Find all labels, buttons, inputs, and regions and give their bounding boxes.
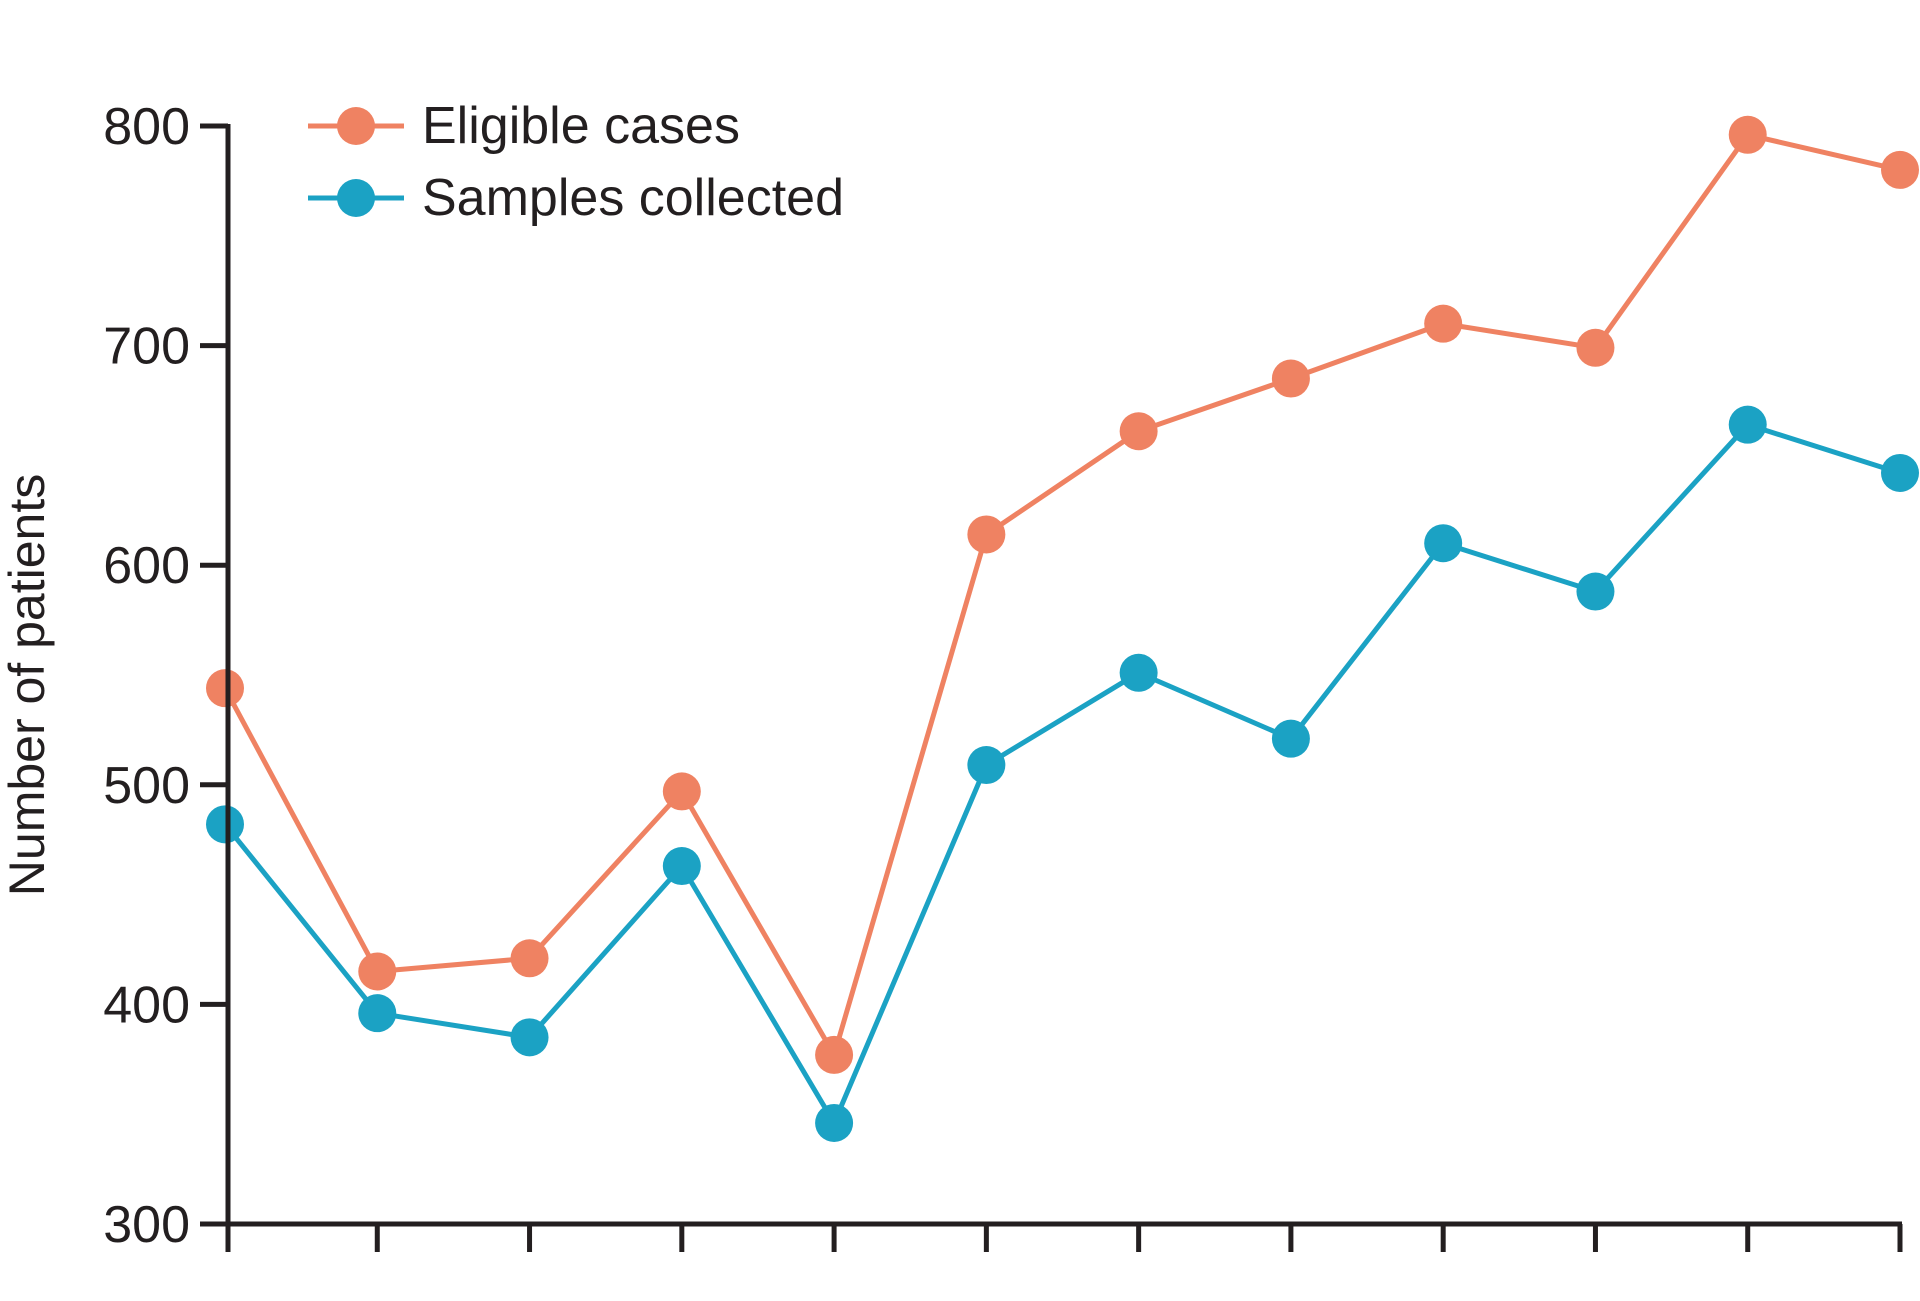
data-point-series-1	[206, 669, 244, 708]
y-tick-label: 500	[103, 757, 190, 815]
series-line-1	[222, 132, 1901, 1058]
data-point-series-2	[1119, 653, 1158, 692]
legend-label-1: Eligible cases	[422, 97, 740, 155]
legend-marker-1	[337, 107, 375, 145]
data-point-series-1	[1119, 412, 1158, 451]
data-point-series-1	[1271, 359, 1310, 398]
data-point-series-1	[358, 952, 397, 991]
data-point-series-2	[1424, 524, 1463, 563]
data-point-series-2	[206, 805, 244, 844]
series-layer	[206, 115, 1919, 1142]
data-point-series-2	[358, 994, 397, 1033]
data-point-series-1	[815, 1035, 854, 1074]
data-point-series-2	[1728, 405, 1767, 444]
data-point-series-2	[1881, 453, 1919, 492]
data-point-series-1	[662, 772, 701, 811]
y-tick-label: 300	[103, 1196, 190, 1254]
legend-marker-2	[337, 179, 375, 217]
data-point-series-1	[1728, 115, 1767, 154]
y-tick-label: 800	[103, 98, 190, 156]
data-point-series-1	[510, 939, 549, 978]
y-tick-label: 700	[103, 318, 190, 376]
data-point-series-1	[1424, 304, 1463, 343]
legend-label-2: Samples collected	[422, 169, 844, 227]
legend: Eligible cases Samples collected	[308, 97, 844, 227]
data-point-series-1	[967, 515, 1006, 554]
y-axis-title: Number of patients	[0, 474, 55, 896]
data-point-series-2	[662, 847, 701, 886]
y-tick-label: 600	[103, 537, 190, 595]
y-ticks: 300 400 500 600 700 800	[103, 98, 228, 1254]
x-ticks	[225, 1224, 1903, 1252]
axes	[225, 124, 1902, 1227]
data-point-series-2	[1576, 572, 1615, 611]
data-point-series-2	[510, 1018, 549, 1057]
data-point-series-2	[967, 746, 1006, 785]
series-line-2	[223, 422, 1901, 1126]
data-point-series-2	[1271, 719, 1310, 758]
data-point-series-1	[1576, 328, 1615, 367]
y-tick-label: 400	[103, 976, 190, 1034]
data-point-series-1	[1881, 150, 1919, 189]
data-point-series-2	[815, 1103, 854, 1142]
